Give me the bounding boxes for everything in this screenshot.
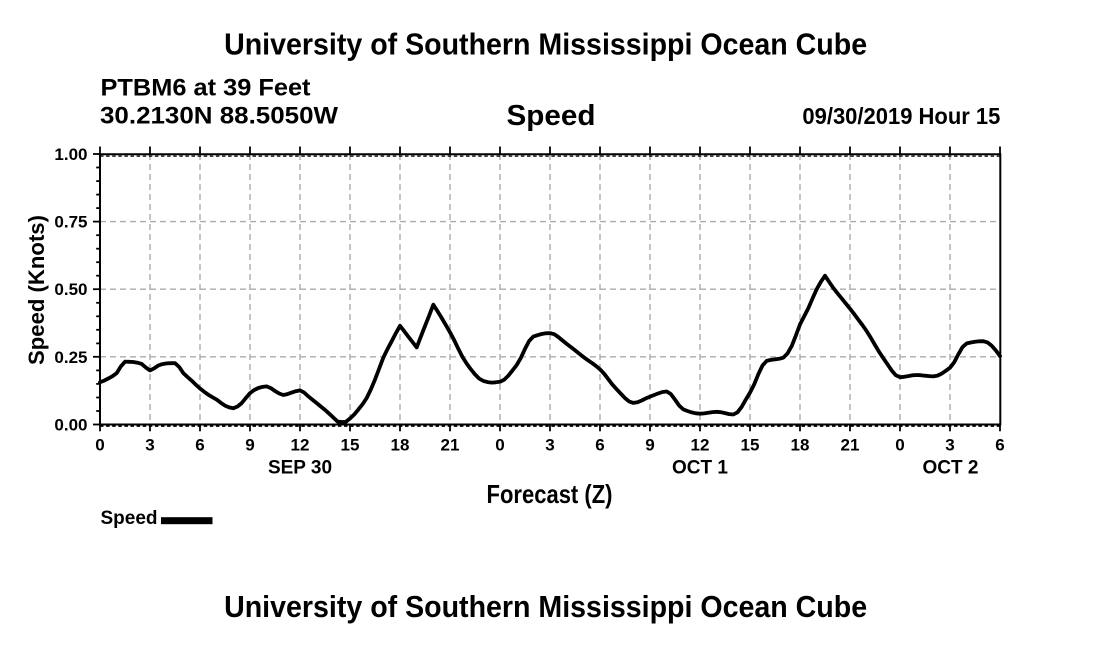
svg-text:0: 0 [495, 436, 504, 455]
svg-text:6: 6 [595, 436, 604, 455]
svg-text:0.75: 0.75 [54, 213, 87, 232]
svg-text:6: 6 [995, 436, 1004, 455]
svg-text:12: 12 [691, 436, 710, 455]
svg-text:09/30/2019 Hour 15: 09/30/2019 Hour 15 [802, 103, 1000, 129]
svg-text:Forecast (Z): Forecast (Z) [487, 479, 613, 509]
svg-text:0.00: 0.00 [54, 416, 87, 435]
svg-text:3: 3 [545, 436, 554, 455]
svg-text:12: 12 [291, 436, 310, 455]
svg-text:University of Southern Mississ: University of Southern Mississippi Ocean… [224, 589, 867, 624]
svg-text:Speed: Speed [507, 100, 596, 132]
svg-text:6: 6 [195, 436, 204, 455]
svg-text:0.25: 0.25 [54, 348, 87, 367]
svg-text:18: 18 [391, 436, 410, 455]
svg-text:University of Southern Mississ: University of Southern Mississippi Ocean… [224, 27, 867, 62]
svg-text:Speed (Knots): Speed (Knots) [24, 215, 49, 365]
svg-text:OCT 2: OCT 2 [923, 458, 979, 479]
svg-text:21: 21 [441, 436, 460, 455]
svg-text:PTBM6 at 39 Feet: PTBM6 at 39 Feet [101, 75, 311, 102]
svg-text:0.50: 0.50 [54, 280, 87, 299]
svg-text:9: 9 [645, 436, 654, 455]
svg-text:15: 15 [341, 436, 360, 455]
svg-text:OCT 1: OCT 1 [672, 458, 728, 479]
svg-text:3: 3 [145, 436, 154, 455]
svg-text:1.00: 1.00 [54, 145, 87, 164]
svg-text:15: 15 [741, 436, 760, 455]
svg-text:9: 9 [245, 436, 254, 455]
svg-text:SEP 30: SEP 30 [268, 458, 332, 479]
svg-text:0: 0 [895, 436, 904, 455]
svg-text:0: 0 [95, 436, 104, 455]
svg-text:3: 3 [945, 436, 954, 455]
svg-text:Speed: Speed [101, 508, 158, 529]
svg-text:21: 21 [841, 436, 860, 455]
svg-text:30.2130N 88.5050W: 30.2130N 88.5050W [100, 103, 338, 130]
svg-text:18: 18 [791, 436, 810, 455]
